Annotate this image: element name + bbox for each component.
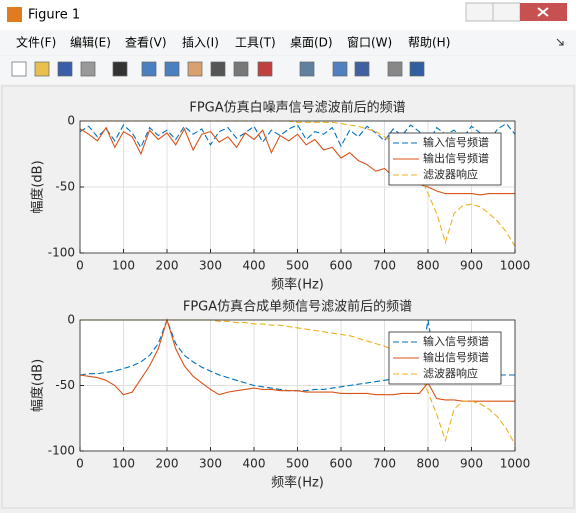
toolbar-button[interactable] bbox=[112, 61, 128, 77]
toolbar-button[interactable] bbox=[80, 61, 96, 77]
toolbar-button[interactable] bbox=[11, 61, 27, 77]
y-tick-label: -100 bbox=[48, 246, 75, 260]
x-tick-label: 500 bbox=[286, 259, 309, 273]
y-tick-label: -100 bbox=[48, 444, 75, 458]
x-tick-label: 700 bbox=[373, 457, 396, 471]
y-axis-label: 幅度(dB) bbox=[30, 359, 46, 412]
series-line bbox=[79, 126, 515, 196]
toolbar-button[interactable] bbox=[354, 61, 370, 77]
x-tick-label: 1000 bbox=[500, 457, 531, 471]
x-tick-label: 700 bbox=[373, 259, 396, 273]
x-tick-label: 500 bbox=[286, 457, 309, 471]
series-line bbox=[79, 122, 516, 149]
toolbar-button[interactable] bbox=[210, 61, 226, 77]
menu-item[interactable]: 文件(F) bbox=[16, 35, 56, 50]
x-tick-label: 800 bbox=[417, 457, 440, 471]
menu-item[interactable]: 帮助(H) bbox=[408, 36, 450, 50]
x-tick-label: 800 bbox=[417, 259, 440, 273]
x-tick-label: 300 bbox=[199, 457, 222, 471]
y-axis-label: 幅度(dB) bbox=[30, 160, 46, 213]
menu-item[interactable]: 编辑(E) bbox=[70, 35, 111, 50]
y-tick-label: -50 bbox=[55, 378, 75, 392]
toolbar-button[interactable] bbox=[257, 61, 273, 77]
x-tick-label: 200 bbox=[156, 259, 179, 273]
y-tick-label: 0 bbox=[67, 313, 75, 327]
toolbar-button[interactable] bbox=[187, 61, 203, 77]
y-tick-label: -50 bbox=[55, 180, 75, 194]
window-title: Figure 1 bbox=[28, 8, 80, 23]
toolbar bbox=[0, 56, 576, 84]
x-tick-label: 600 bbox=[330, 259, 353, 273]
axes-box bbox=[79, 120, 516, 254]
chart-title: FPGA仿真白噪声信号滤波前后的频谱 bbox=[189, 100, 405, 116]
axes-box bbox=[79, 319, 516, 452]
legend-label: 输出信号频谱 bbox=[423, 151, 489, 165]
legend-label: 输入信号频谱 bbox=[423, 334, 489, 348]
legend-label: 输出信号频谱 bbox=[423, 350, 489, 364]
menu-item[interactable]: 桌面(D) bbox=[290, 36, 333, 50]
close-icon bbox=[537, 7, 549, 17]
series-line bbox=[79, 318, 515, 402]
menu-item[interactable]: 查看(V) bbox=[125, 36, 167, 50]
toolbar-button[interactable] bbox=[332, 61, 348, 77]
x-tick-label: 400 bbox=[243, 457, 266, 471]
toolbar-button[interactable] bbox=[164, 61, 180, 77]
menu-item[interactable]: 插入(I) bbox=[182, 36, 219, 50]
x-tick-label: 1000 bbox=[500, 259, 531, 273]
x-tick-label: 100 bbox=[112, 457, 135, 471]
menu-item[interactable]: 工具(T) bbox=[235, 36, 276, 50]
y-tick-label: 0 bbox=[67, 114, 75, 128]
x-tick-label: 400 bbox=[243, 259, 266, 273]
toolbar-button[interactable] bbox=[233, 61, 249, 77]
x-axis-label: 频率(Hz) bbox=[271, 277, 324, 293]
x-tick-label: 0 bbox=[76, 457, 84, 471]
toolbar-button[interactable] bbox=[34, 61, 50, 77]
x-axis-label: 频率(Hz) bbox=[271, 475, 324, 491]
toolbar-button[interactable] bbox=[387, 61, 403, 77]
menu-item[interactable]: 窗口(W) bbox=[347, 36, 392, 50]
toolbar-button[interactable] bbox=[409, 61, 425, 77]
toolbar-button[interactable] bbox=[299, 61, 315, 77]
maximize-button[interactable] bbox=[492, 2, 521, 22]
chart-title: FPGA仿真合成单频信号滤波前后的频谱 bbox=[183, 299, 412, 315]
x-tick-label: 200 bbox=[156, 457, 179, 471]
app-icon bbox=[7, 7, 22, 22]
x-tick-label: 0 bbox=[76, 259, 84, 273]
dock-arrow[interactable] bbox=[556, 38, 564, 46]
legend-label: 滤波器响应 bbox=[423, 366, 478, 380]
legend-label: 滤波器响应 bbox=[423, 167, 478, 181]
minimize-button[interactable] bbox=[465, 2, 494, 22]
legend-label: 输入信号频谱 bbox=[423, 135, 489, 149]
x-tick-label: 300 bbox=[199, 259, 222, 273]
x-tick-label: 900 bbox=[460, 457, 483, 471]
menu-bar bbox=[0, 30, 576, 55]
toolbar-button[interactable] bbox=[141, 61, 157, 77]
toolbar-button[interactable] bbox=[57, 61, 73, 77]
x-tick-label: 100 bbox=[112, 259, 135, 273]
x-tick-label: 900 bbox=[460, 259, 483, 273]
x-tick-label: 600 bbox=[330, 457, 353, 471]
